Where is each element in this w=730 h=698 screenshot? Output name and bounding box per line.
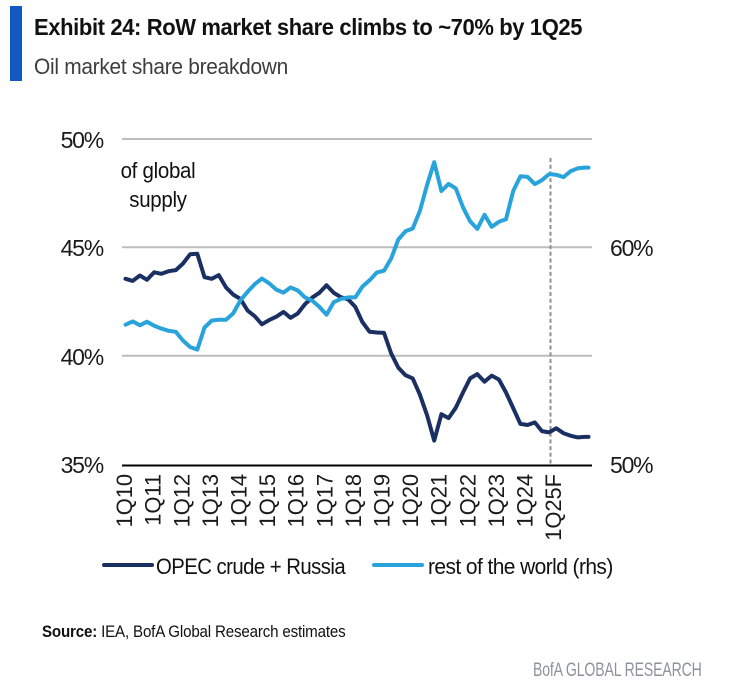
svg-text:1Q12: 1Q12: [169, 474, 194, 527]
svg-text:1Q22: 1Q22: [455, 474, 480, 527]
svg-text:1Q10: 1Q10: [112, 474, 137, 527]
svg-text:1Q23: 1Q23: [484, 474, 509, 527]
svg-text:1Q18: 1Q18: [341, 474, 366, 527]
svg-text:1Q13: 1Q13: [198, 474, 223, 527]
svg-text:1Q19: 1Q19: [370, 474, 395, 527]
svg-text:1Q15: 1Q15: [255, 474, 280, 527]
svg-text:1Q21: 1Q21: [427, 474, 452, 527]
svg-text:1Q17: 1Q17: [312, 474, 337, 527]
svg-text:1Q11: 1Q11: [141, 474, 166, 526]
svg-text:1Q25F: 1Q25F: [541, 474, 566, 541]
svg-text:1Q24: 1Q24: [513, 474, 538, 527]
svg-text:1Q14: 1Q14: [227, 474, 252, 527]
svg-text:1Q20: 1Q20: [398, 474, 423, 527]
svg-text:1Q16: 1Q16: [284, 474, 309, 527]
